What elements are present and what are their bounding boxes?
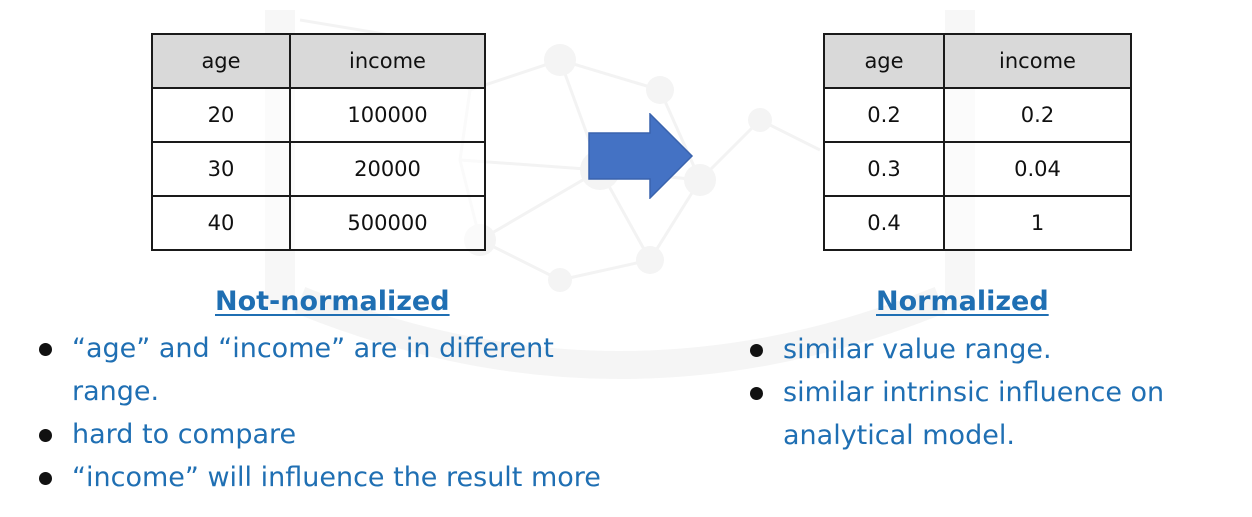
bullet-dot-icon bbox=[750, 387, 763, 400]
table-cell: 0.2 bbox=[823, 87, 945, 143]
table-cell: 1 bbox=[943, 195, 1132, 251]
not-normalized-bullet-list: “age” and “income” are in different rang… bbox=[37, 327, 637, 499]
bullet-text: hard to compare bbox=[72, 419, 297, 450]
table-row: 0.3 0.04 bbox=[823, 141, 1132, 197]
not-normalized-heading: Not-normalized bbox=[215, 286, 450, 317]
table-cell: 40 bbox=[151, 195, 291, 251]
table-cell: 0.4 bbox=[823, 195, 945, 251]
bullet-text: “income” will influence the result more bbox=[72, 462, 601, 493]
bullet-dot-icon bbox=[39, 472, 52, 485]
table-cell: 20 bbox=[151, 87, 291, 143]
bullet-dot-icon bbox=[750, 344, 763, 357]
list-item: “income” will influence the result more bbox=[37, 456, 637, 499]
table-row: 0.2 0.2 bbox=[823, 87, 1132, 143]
table-row: 0.4 1 bbox=[823, 195, 1132, 251]
column-header-age: age bbox=[151, 33, 291, 89]
table-cell: 100000 bbox=[289, 87, 486, 143]
column-header-income: income bbox=[289, 33, 486, 89]
normalized-heading: Normalized bbox=[876, 286, 1049, 317]
right-arrow-icon bbox=[588, 113, 694, 199]
table-cell: 0.3 bbox=[823, 141, 945, 197]
column-header-income: income bbox=[943, 33, 1132, 89]
list-item: hard to compare bbox=[37, 413, 637, 456]
normalized-table: age income 0.2 0.2 0.3 0.04 0.4 1 bbox=[823, 33, 1132, 251]
list-item: “age” and “income” are in different rang… bbox=[37, 327, 637, 413]
bullet-dot-icon bbox=[39, 429, 52, 442]
table-header-row: age income bbox=[151, 33, 486, 89]
table-cell: 0.04 bbox=[943, 141, 1132, 197]
table-header-row: age income bbox=[823, 33, 1132, 89]
bullet-text: similar value range. bbox=[783, 334, 1052, 365]
bullet-text: “age” and “income” are in different rang… bbox=[72, 333, 554, 407]
table-cell: 20000 bbox=[289, 141, 486, 197]
table-cell: 500000 bbox=[289, 195, 486, 251]
column-header-age: age bbox=[823, 33, 945, 89]
normalized-bullet-list: similar value range. similar intrinsic i… bbox=[748, 328, 1218, 457]
table-row: 30 20000 bbox=[151, 141, 486, 197]
list-item: similar intrinsic influence on analytica… bbox=[748, 371, 1218, 457]
bullet-dot-icon bbox=[39, 343, 52, 356]
bullet-text: similar intrinsic influence on analytica… bbox=[783, 377, 1165, 451]
table-row: 20 100000 bbox=[151, 87, 486, 143]
table-cell: 0.2 bbox=[943, 87, 1132, 143]
list-item: similar value range. bbox=[748, 328, 1218, 371]
table-cell: 30 bbox=[151, 141, 291, 197]
not-normalized-table: age income 20 100000 30 20000 40 500000 bbox=[151, 33, 486, 251]
table-row: 40 500000 bbox=[151, 195, 486, 251]
